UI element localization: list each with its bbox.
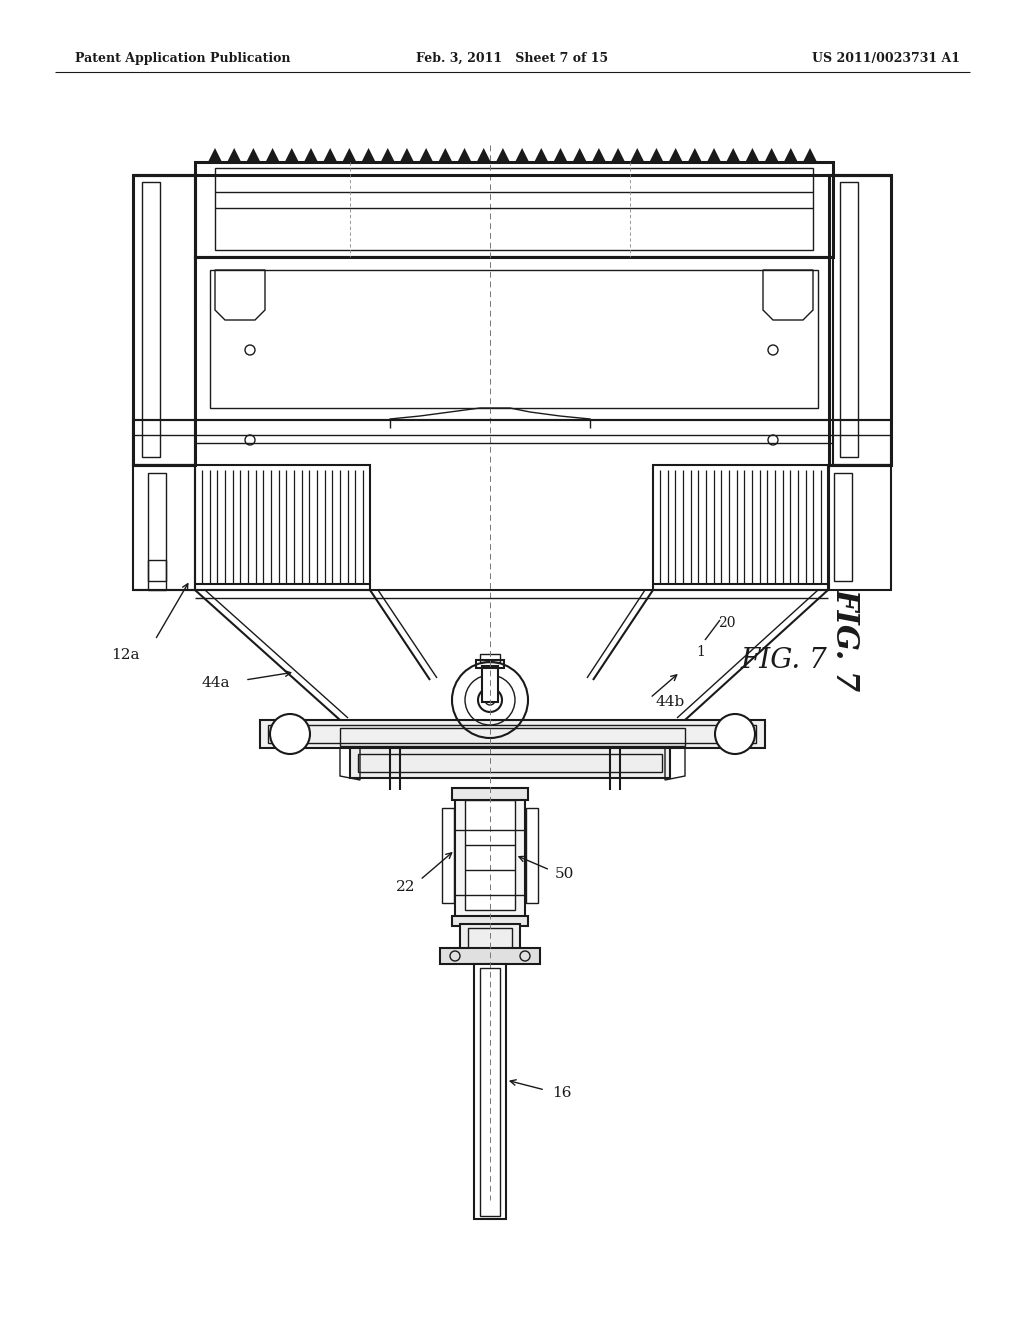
Text: 12a: 12a (112, 648, 140, 663)
Bar (452, 788, 528, 800)
Polygon shape (400, 148, 414, 162)
Bar (829, 176, 891, 465)
Bar (340, 729, 685, 746)
Text: US 2011/0023731 A1: US 2011/0023731 A1 (812, 51, 961, 65)
Bar (358, 754, 662, 772)
Polygon shape (458, 148, 471, 162)
Bar (653, 465, 828, 590)
Polygon shape (227, 148, 242, 162)
Bar (210, 271, 818, 408)
Bar (260, 719, 765, 748)
Bar (480, 968, 500, 1216)
Bar (442, 808, 454, 903)
Bar (526, 808, 538, 903)
Text: 1: 1 (696, 645, 705, 659)
Bar (195, 162, 833, 257)
Polygon shape (265, 148, 280, 162)
Bar (215, 168, 813, 249)
Bar (460, 924, 520, 952)
Polygon shape (342, 148, 356, 162)
Bar (195, 465, 370, 590)
Polygon shape (592, 148, 606, 162)
Polygon shape (381, 148, 394, 162)
Polygon shape (554, 148, 567, 162)
Polygon shape (515, 148, 529, 162)
Polygon shape (535, 148, 548, 162)
Polygon shape (477, 148, 490, 162)
Polygon shape (630, 148, 644, 162)
Bar (840, 182, 858, 457)
Text: 44a: 44a (202, 676, 230, 690)
Bar (142, 182, 160, 457)
Bar (440, 948, 540, 964)
Polygon shape (783, 148, 798, 162)
Bar (455, 789, 525, 920)
Polygon shape (496, 148, 510, 162)
Text: 16: 16 (552, 1086, 571, 1100)
Polygon shape (304, 148, 318, 162)
Polygon shape (438, 148, 453, 162)
Bar (350, 748, 670, 777)
Text: FIG. 7: FIG. 7 (740, 647, 826, 673)
Polygon shape (649, 148, 664, 162)
Bar (465, 800, 515, 909)
Bar (468, 928, 512, 948)
Polygon shape (688, 148, 701, 162)
Bar (482, 667, 498, 702)
Bar (480, 653, 500, 663)
Text: 50: 50 (555, 867, 574, 880)
Polygon shape (726, 148, 740, 162)
Text: Feb. 3, 2011   Sheet 7 of 15: Feb. 3, 2011 Sheet 7 of 15 (416, 51, 608, 65)
Polygon shape (208, 148, 222, 162)
Bar (148, 560, 166, 590)
Polygon shape (611, 148, 625, 162)
Text: 22: 22 (395, 880, 415, 894)
Bar (133, 465, 195, 590)
Polygon shape (669, 148, 683, 162)
Polygon shape (745, 148, 760, 162)
Bar (476, 660, 504, 668)
Text: 44b: 44b (655, 696, 684, 709)
Bar (829, 465, 891, 590)
Bar (834, 473, 852, 581)
Text: 20: 20 (718, 616, 735, 630)
Text: Patent Application Publication: Patent Application Publication (75, 51, 291, 65)
Text: FIG. 7: FIG. 7 (830, 589, 861, 692)
Bar (268, 725, 756, 743)
Polygon shape (572, 148, 587, 162)
Bar (195, 257, 833, 420)
Bar (452, 916, 528, 927)
Polygon shape (324, 148, 337, 162)
Bar (148, 473, 166, 581)
Circle shape (270, 714, 310, 754)
Polygon shape (419, 148, 433, 162)
Polygon shape (803, 148, 817, 162)
Bar (474, 964, 506, 1218)
Circle shape (715, 714, 755, 754)
Polygon shape (361, 148, 376, 162)
Bar (133, 176, 195, 465)
Polygon shape (765, 148, 778, 162)
Polygon shape (707, 148, 721, 162)
Polygon shape (285, 148, 299, 162)
Polygon shape (247, 148, 260, 162)
